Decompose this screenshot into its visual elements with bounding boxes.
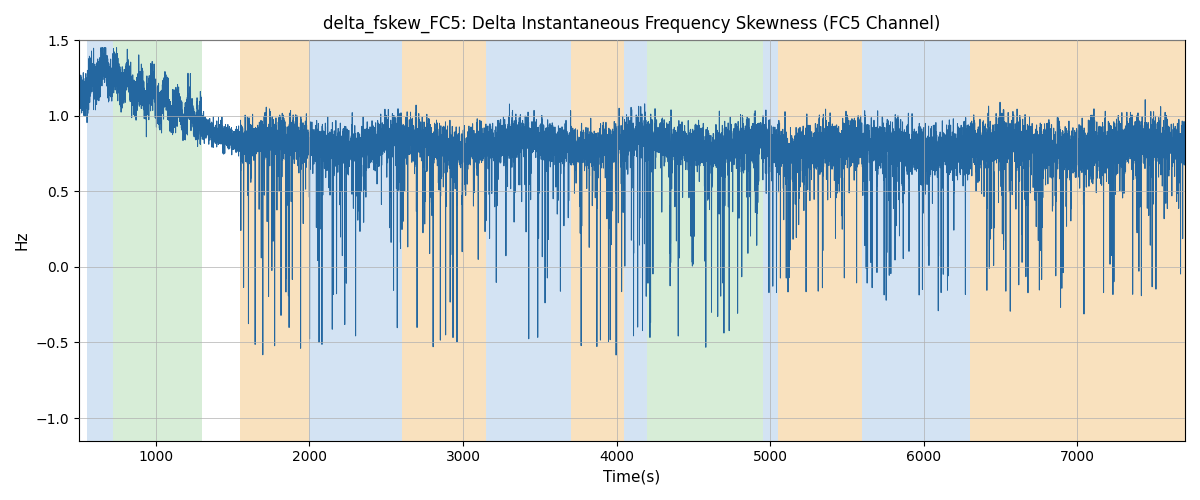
Bar [647, 40, 762, 440]
Bar [570, 40, 624, 440]
Bar [240, 40, 310, 440]
Bar [486, 40, 570, 440]
Bar [624, 40, 647, 440]
Bar [402, 40, 486, 440]
Bar [1031, 40, 1186, 440]
Y-axis label: Hz: Hz [14, 230, 30, 250]
Bar [113, 40, 202, 440]
Bar [762, 40, 778, 440]
X-axis label: Time(s): Time(s) [604, 470, 660, 485]
Title: delta_fskew_FC5: Delta Instantaneous Frequency Skewness (FC5 Channel): delta_fskew_FC5: Delta Instantaneous Fre… [323, 15, 941, 34]
Bar [863, 40, 970, 440]
Bar [310, 40, 402, 440]
Bar [970, 40, 1031, 440]
Bar [86, 40, 113, 440]
Bar [778, 40, 863, 440]
